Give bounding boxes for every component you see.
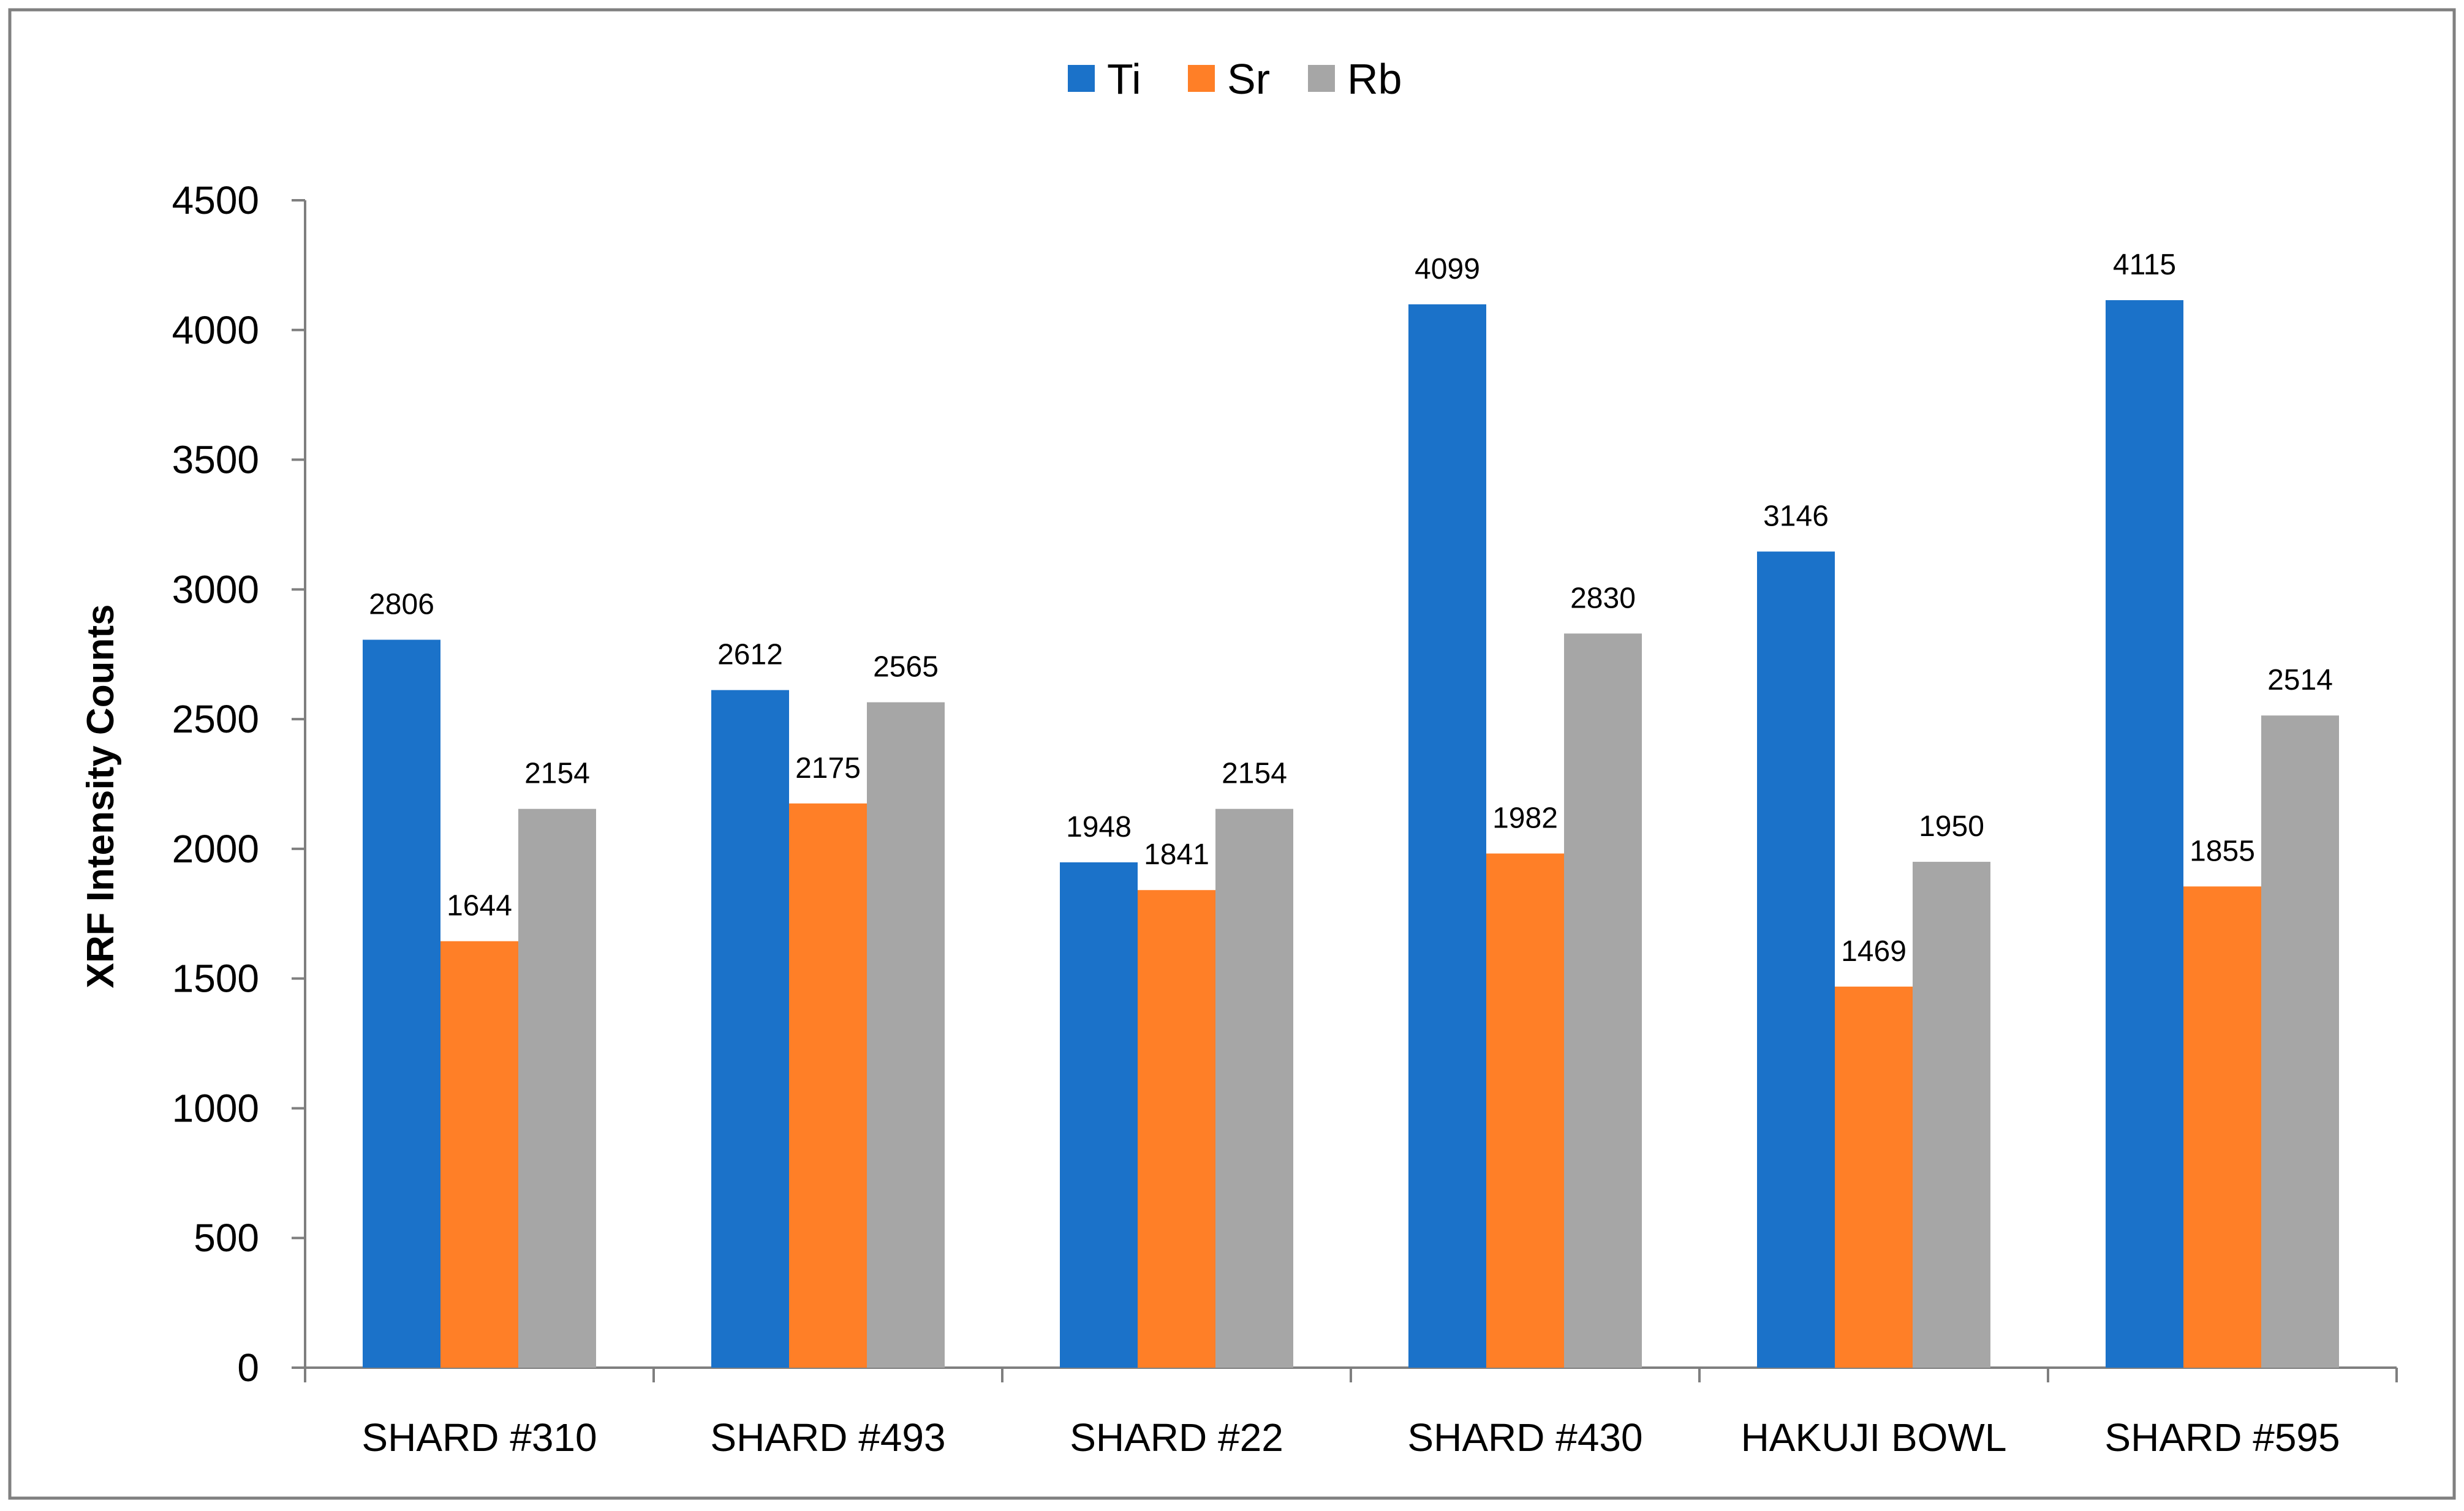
data-label-rb: 2514: [2267, 664, 2333, 696]
data-label-ti: 1948: [1066, 811, 1132, 843]
bar-ti: [363, 639, 440, 1368]
bar-ti: [1060, 862, 1138, 1368]
legend-swatch-sr: [1188, 65, 1215, 92]
data-label-rb: 2565: [873, 651, 939, 684]
bar-sr: [2183, 886, 2261, 1368]
bar-rb: [1913, 862, 1990, 1368]
legend-label-ti: Ti: [1107, 55, 1141, 103]
y-tick-label: 2000: [172, 827, 259, 871]
data-label-sr: 1469: [1841, 935, 1907, 968]
y-tick-label: 2500: [172, 697, 259, 741]
data-label-sr: 1855: [2190, 835, 2255, 867]
y-axis-title: XRF Intensity Counts: [80, 605, 122, 989]
bar-ti: [1408, 304, 1486, 1368]
axes: 0 500 1000 1500 2000 2500 3000 3500 4000 4500 SHAR…: [172, 178, 2398, 1460]
y-tick-label: 1500: [172, 957, 259, 1001]
legend-swatch-rb: [1308, 65, 1335, 92]
data-labels: 2806 2612 1948 4099 3146 4115 1644 2175 1841 1982…: [369, 249, 2333, 968]
data-label-rb: 1950: [1919, 810, 1984, 843]
bar-rb: [2261, 715, 2339, 1368]
legend-label-rb: Rb: [1347, 55, 1402, 103]
y-tick-label: 4500: [172, 178, 259, 222]
data-label-sr: 2175: [795, 752, 861, 785]
legend: Ti Sr Rb: [1068, 55, 1402, 103]
data-label-rb: 2154: [1222, 758, 1287, 790]
bar-rb: [1564, 633, 1642, 1368]
data-label-rb: 2830: [1570, 582, 1636, 614]
y-tick-label: 0: [237, 1346, 259, 1390]
bar-sr: [1138, 890, 1215, 1368]
x-category-label: SHARD #595: [2104, 1415, 2340, 1460]
bar-ti: [2106, 300, 2183, 1368]
data-label-ti: 2612: [717, 639, 783, 671]
y-tick-label: 3500: [172, 438, 259, 482]
bar-sr: [1835, 986, 1913, 1368]
data-label-sr: 1982: [1492, 802, 1558, 835]
x-category-label: SHARD #22: [1070, 1415, 1283, 1460]
data-label-ti: 2806: [369, 589, 434, 621]
data-label-ti: 4099: [1415, 253, 1480, 285]
y-tick-label: 4000: [172, 308, 259, 352]
legend-swatch-ti: [1068, 65, 1095, 92]
legend-label-sr: Sr: [1227, 55, 1270, 103]
bar-rb: [867, 702, 945, 1368]
x-category-label: SHARD #430: [1407, 1415, 1642, 1460]
bar-rb: [1215, 808, 1293, 1368]
y-tick-label: 3000: [172, 567, 259, 611]
data-label-ti: 3146: [1763, 500, 1829, 532]
bar-sr: [440, 941, 518, 1368]
bar-sr: [1486, 853, 1564, 1368]
bar-sr: [789, 803, 867, 1368]
data-label-ti: 4115: [2113, 249, 2176, 281]
bar-ti: [1757, 551, 1835, 1368]
x-category-label: HAKUJI BOWL: [1741, 1415, 2007, 1460]
data-label-rb: 2154: [524, 758, 590, 790]
data-label-sr: 1841: [1144, 838, 1209, 871]
bar-rb: [518, 808, 596, 1368]
bar-ti: [711, 690, 789, 1368]
y-tick-label: 1000: [172, 1086, 259, 1130]
x-category-label: SHARD #310: [361, 1415, 597, 1460]
x-category-label: SHARD #493: [710, 1415, 945, 1460]
bars: [363, 300, 2339, 1368]
data-label-sr: 1644: [447, 890, 512, 922]
y-tick-label: 500: [194, 1216, 259, 1260]
